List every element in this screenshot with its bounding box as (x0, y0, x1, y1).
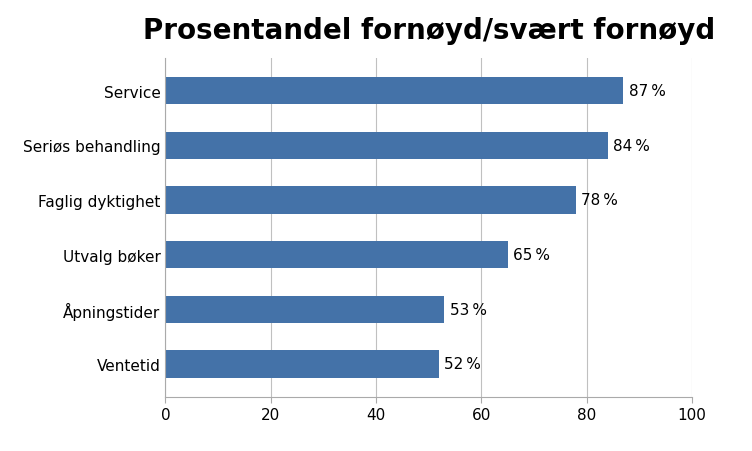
Bar (165, 187, 576, 214)
Title: Prosentandel fornøyd/svært fornøyd: Prosentandel fornøyd/svært fornøyd (143, 17, 714, 45)
Bar (165, 350, 439, 378)
Text: 87 %: 87 % (629, 84, 666, 99)
Text: 52 %: 52 % (444, 357, 481, 372)
Bar (165, 296, 444, 323)
Text: 65 %: 65 % (513, 248, 550, 262)
Text: 84 %: 84 % (613, 138, 650, 153)
Bar (165, 241, 508, 269)
Text: 78 %: 78 % (581, 193, 618, 208)
Bar (165, 132, 608, 160)
Bar (165, 78, 623, 105)
Text: 53 %: 53 % (450, 302, 487, 317)
